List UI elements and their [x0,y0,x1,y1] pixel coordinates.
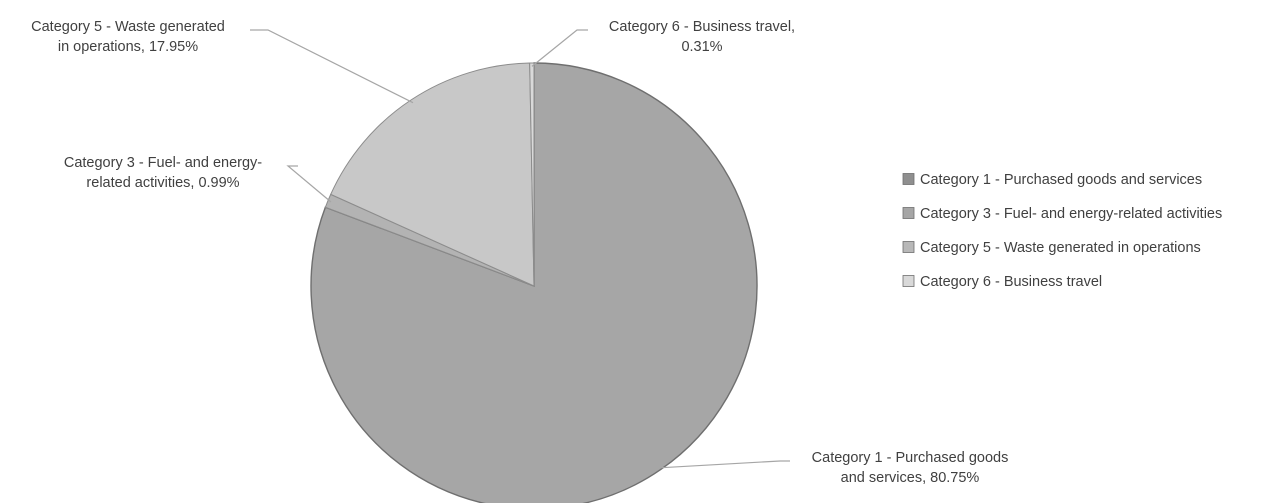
legend-label-3: Category 5 - Waste generated in operatio… [920,240,1201,256]
leader-line-4 [531,29,588,67]
data-label-line: related activities, 0.99% [86,175,239,191]
pie-slice-4 [529,62,535,287]
data-label-line: Category 3 - Fuel- and energy- [64,155,262,171]
leader-line-3 [250,29,414,104]
data-label-line: Category 6 - Business travel, [609,19,795,35]
data-label-3: Category 5 - Waste generated in operation… [31,19,225,55]
legend-swatch-1 [902,173,915,185]
data-label-line: 0.31% [681,39,722,55]
legend-label-2: Category 3 - Fuel- and energy-related ac… [920,206,1222,222]
data-label-line: Category 1 - Purchased goods [812,450,1009,466]
data-label-line: and services, 80.75% [841,470,980,486]
leader-line-1 [659,460,790,469]
leader-line-2 [286,165,332,203]
data-label-line: in operations, 17.95% [58,39,198,55]
pie-slice-3 [330,62,535,287]
legend-swatch-4 [902,275,915,287]
data-label-1: Category 1 - Purchased goods and services… [812,450,1009,486]
legend-swatch-2 [902,207,915,219]
data-label-2: Category 3 - Fuel- and energy-related ac… [64,155,262,191]
legend-label-4: Category 6 - Business travel [920,274,1102,290]
data-label-4: Category 6 - Business travel, 0.31% [609,19,795,55]
legend-swatch-3 [902,241,915,253]
legend-label-1: Category 1 - Purchased goods and service… [920,172,1202,188]
data-label-line: Category 5 - Waste generated [31,19,225,35]
